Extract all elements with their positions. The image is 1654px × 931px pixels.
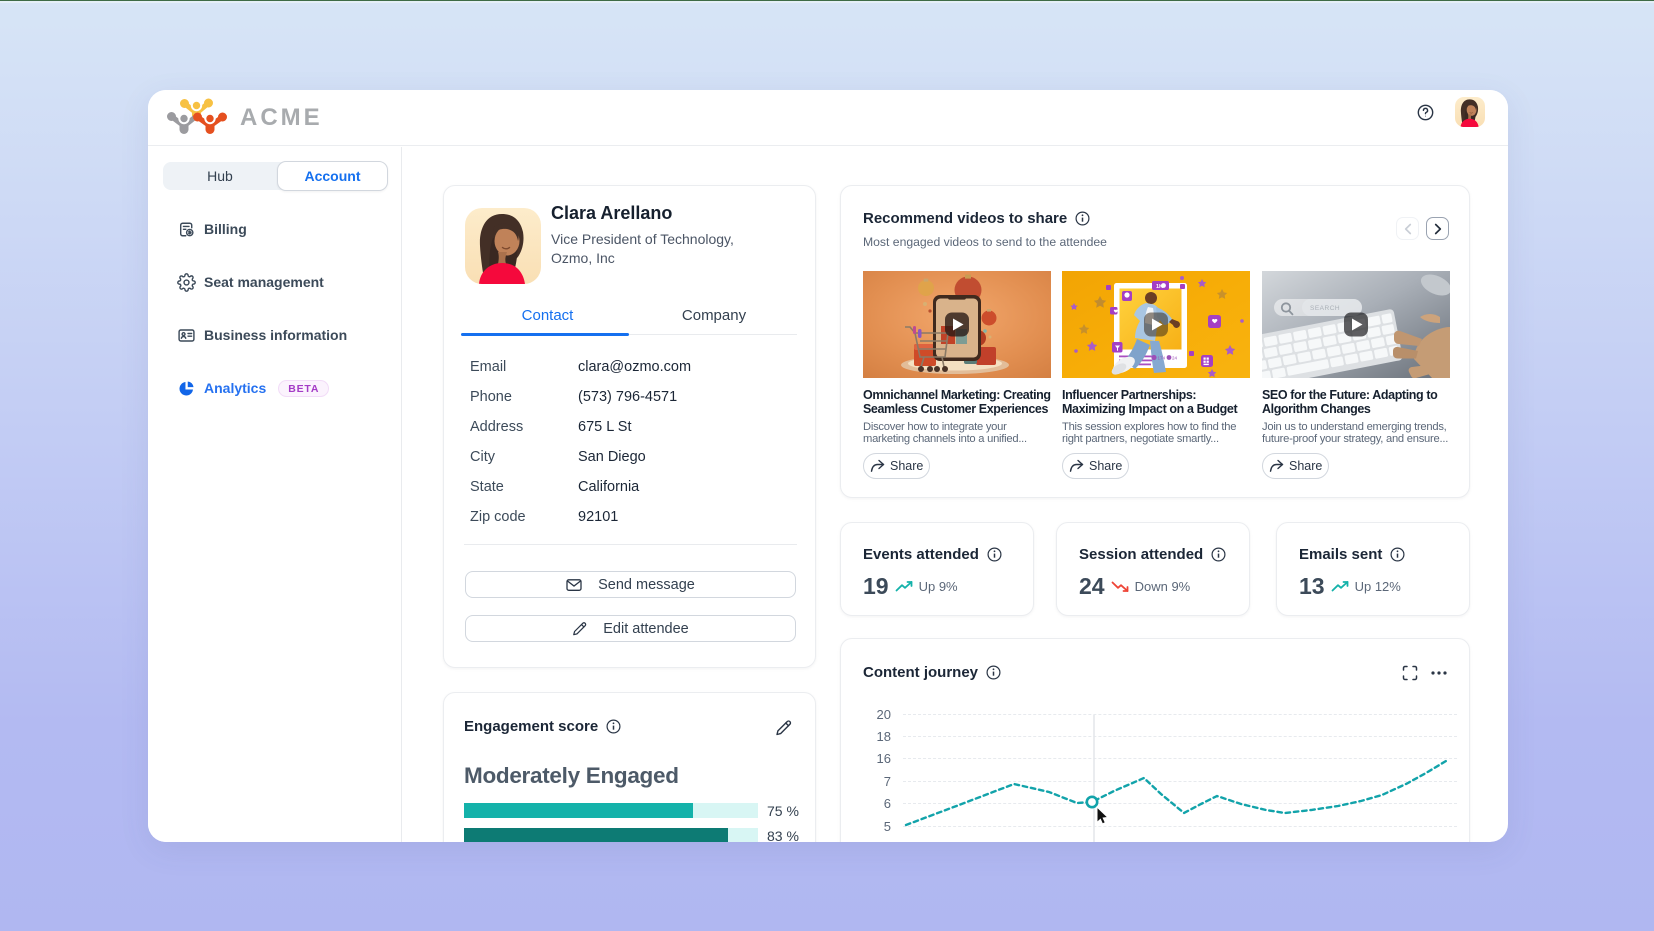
svg-text:24: 24 — [1172, 356, 1178, 361]
svg-text:1K: 1K — [1156, 284, 1163, 290]
svg-text:SEARCH: SEARCH — [1310, 305, 1340, 312]
svg-text:174: 174 — [1158, 356, 1166, 361]
